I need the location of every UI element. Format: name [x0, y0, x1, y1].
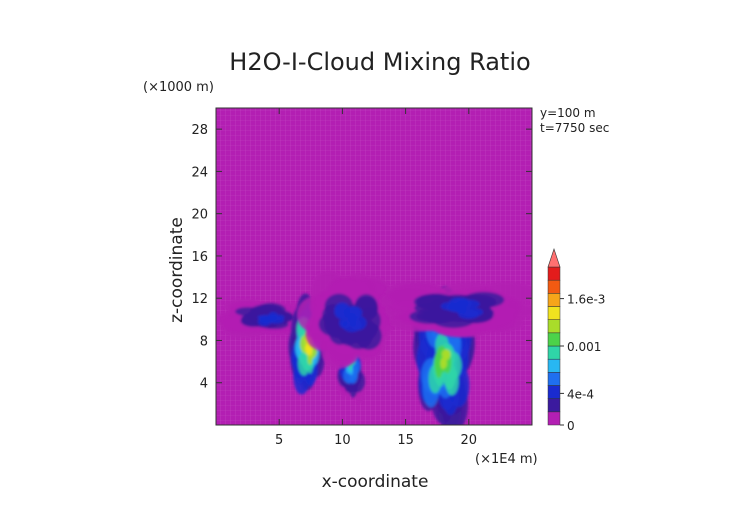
colorbar-segment [547, 345, 561, 360]
cloud-cell [268, 311, 278, 321]
y-tick-label: 16 [191, 250, 208, 265]
cloud-cell [443, 349, 451, 361]
colorbar-segment [547, 306, 561, 320]
cloud-region [379, 280, 532, 338]
cloud-layer [216, 270, 532, 425]
y-tick-label: 8 [200, 334, 208, 349]
plot-area: 5 10 15 20 4 8 12 16 20 24 28 [191, 107, 533, 448]
y-unit-label: (×1000 m) [143, 80, 214, 95]
x-axis-ticks: 5 10 15 20 [275, 108, 477, 448]
colorbar-tick-label: 4e-4 [567, 387, 594, 401]
colorbar-overflow-arrow [547, 248, 561, 268]
cloud-cell [454, 307, 465, 314]
colorbar-segment [547, 293, 561, 307]
colorbar-segment [547, 266, 561, 281]
colorbar-tick-label: 0 [567, 419, 575, 433]
y-tick-label: 12 [191, 292, 208, 307]
cloud-cell [307, 347, 313, 356]
x-tick-label: 10 [334, 433, 351, 448]
cloud-region [216, 298, 322, 339]
colorbar-tick-label: 1.6e-3 [567, 293, 605, 307]
colorbar-segment [547, 411, 561, 426]
cloud-cell [338, 316, 351, 329]
y-axis-label: z-coordinate [167, 217, 187, 323]
colorbar-segment [547, 372, 561, 386]
colorbar: 0 4e-4 0.001 1.6e-3 [547, 248, 605, 433]
colorbar-tick-label: 0.001 [567, 340, 601, 354]
x-axis-label: x-coordinate [322, 472, 429, 492]
colorbar-segment [547, 385, 561, 399]
y-tick-label: 28 [191, 123, 208, 138]
colorbar-segment [547, 358, 561, 373]
y-axis-ticks: 4 8 12 16 20 24 28 [191, 123, 532, 392]
annotation-y: y=100 m [540, 106, 596, 120]
x-tick-label: 20 [461, 433, 478, 448]
y-tick-label: 24 [191, 165, 208, 180]
cloud-cell [297, 350, 310, 376]
x-unit-label: (×1E4 m) [475, 452, 538, 467]
cloud-cell [440, 358, 448, 369]
x-tick-label: 15 [397, 433, 414, 448]
x-tick-label: 5 [275, 433, 283, 448]
chart-title: H2O-I-Cloud Mixing Ratio [229, 48, 530, 76]
plot-frame [215, 107, 533, 426]
cloud-cell [440, 302, 458, 311]
colorbar-segment [547, 279, 561, 294]
colorbar-segment [547, 319, 561, 334]
plot-background [216, 108, 532, 425]
colorbar-segment [547, 332, 561, 347]
y-tick-label: 20 [191, 208, 208, 223]
annotation-t: t=7750 sec [540, 121, 609, 135]
colorbar-segment [547, 398, 561, 413]
y-tick-label: 4 [200, 377, 208, 392]
